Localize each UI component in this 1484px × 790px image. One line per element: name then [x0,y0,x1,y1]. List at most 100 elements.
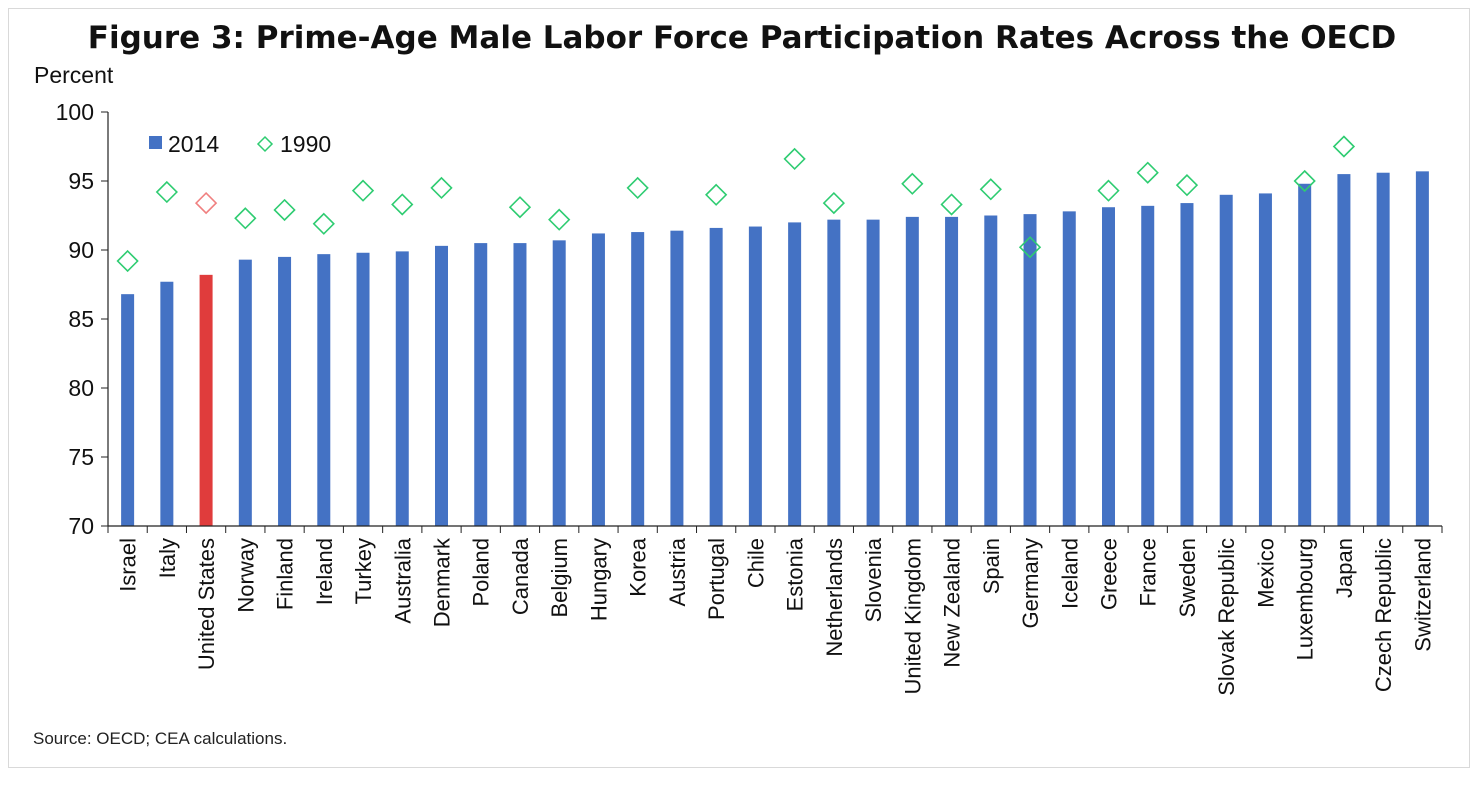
marker-1990-germany [1018,236,1042,259]
x-label-mexico: Mexico [1253,538,1278,608]
y-tick-label: 85 [68,306,94,332]
bar-2014-germany [1023,214,1037,526]
marker-1990-portugal [705,183,728,206]
x-label-netherlands: Netherlands [822,538,847,657]
bar-2014-france [1141,205,1155,526]
x-label-greece: Greece [1097,538,1122,610]
bar-2014-belgium [552,240,566,526]
legend-swatch-1990 [256,135,274,153]
bar-2014-iceland [1062,211,1076,527]
bar-2014-denmark [435,245,448,527]
bar-2014-korea [631,232,645,526]
x-label-ireland: Ireland [312,538,337,605]
marker-1990-korea [626,176,649,200]
x-label-denmark: Denmark [430,537,455,627]
bar-2014-norway [238,259,252,526]
x-label-italy: Italy [155,538,180,578]
x-label-japan: Japan [1332,538,1357,598]
chart-title: Figure 3: Prime-Age Male Labor Force Par… [87,20,1397,56]
y-tick-label: 100 [56,99,94,125]
bar-2014-austria [670,230,684,526]
y-tick-label: 90 [68,237,94,263]
bar-2014-spain [984,215,998,526]
bar-2014-sweden [1180,203,1194,526]
bar-2014-canada [513,243,527,526]
marker-1990-estonia [783,147,806,171]
marker-1990-france [1136,161,1159,184]
x-label-canada: Canada [508,537,533,615]
bars-2014 [121,171,1429,527]
bar-2014-australia [395,251,409,526]
bar-2014-hungary [591,233,605,526]
y-axis-label: Percent [34,62,114,88]
x-label-france: France [1136,538,1161,606]
marker-1990-canada [508,196,532,219]
x-label-united-states: United States [194,538,219,670]
axes [107,112,1443,533]
x-label-spain: Spain [979,538,1004,594]
marker-1990-finland [273,198,296,222]
bar-2014-slovenia [866,219,880,526]
marker-1990-united-kingdom [901,172,924,195]
x-label-slovenia: Slovenia [861,537,886,622]
x-label-slovak-republic: Slovak Republic [1214,538,1239,696]
marker-1990-turkey [351,179,375,202]
bar-2014-luxembourg [1298,183,1312,526]
x-label-finland: Finland [273,538,298,610]
legend-label-1990: 1990 [280,131,331,157]
marker-1990-netherlands [822,191,845,215]
marker-1990-new-zealand [940,193,963,216]
x-label-estonia: Estonia [783,537,808,611]
x-label-poland: Poland [469,538,494,607]
marker-1990-ireland [312,212,335,235]
y-tick-label: 95 [68,168,94,194]
x-label-germany: Germany [1018,538,1043,628]
bar-2014-united-states [199,274,213,526]
bar-2014-greece [1102,207,1115,526]
bar-2014-united-kingdom [905,216,919,526]
bar-2014-portugal [709,227,723,527]
bar-2014-estonia [788,222,802,526]
source-note: Source: OECD; CEA calculations. [33,729,288,748]
y-ticks: 70 75 80 85 90 95 100 [56,99,108,539]
bar-2014-mexico [1258,193,1272,527]
marker-1990-israel [116,249,139,273]
bar-2014-switzerland [1415,171,1429,526]
bar-2014-chile [748,226,762,527]
x-label-turkey: Turkey [351,538,376,604]
bar-2014-slovak-republic [1219,194,1233,527]
x-label-hungary: Hungary [586,538,611,621]
bar-2014-new-zealand [945,216,959,526]
legend: 2014 1990 [149,131,331,157]
x-label-portugal: Portugal [704,538,729,620]
legend-label-2014: 2014 [168,131,219,157]
bar-2014-poland [474,243,488,526]
legend-swatch-2014 [149,136,162,149]
bar-2014-italy [160,281,174,526]
bar-2014-czech-republic [1376,172,1390,526]
marker-1990-spain [979,178,1002,201]
bar-2014-japan [1337,174,1351,526]
bar-2014-netherlands [827,219,841,526]
x-label-czech-republic: Czech Republic [1371,538,1396,692]
markers-1990 [116,135,1356,273]
marker-1990-united-states [194,191,218,215]
x-label-united-kingdom: United Kingdom [900,538,925,695]
x-label-sweden: Sweden [1175,538,1200,618]
marker-1990-japan [1332,135,1356,158]
marker-1990-italy [155,180,178,204]
marker-1990-norway [234,207,257,230]
marker-1990-luxembourg [1293,169,1316,193]
x-category-labels: Israel Italy United States Norway Finland Ire… [116,537,1436,696]
bar-2014-ireland [317,254,331,526]
y-tick-label: 75 [68,444,94,470]
x-label-norway: Norway [233,538,258,613]
bar-2014-turkey [356,252,370,526]
x-label-korea: Korea [626,537,651,596]
y-tick-label: 80 [68,375,94,401]
y-tick-label: 70 [68,513,94,539]
x-label-australia: Australia [390,537,415,623]
x-label-iceland: Iceland [1057,538,1082,609]
x-label-switzerland: Switzerland [1410,538,1435,652]
